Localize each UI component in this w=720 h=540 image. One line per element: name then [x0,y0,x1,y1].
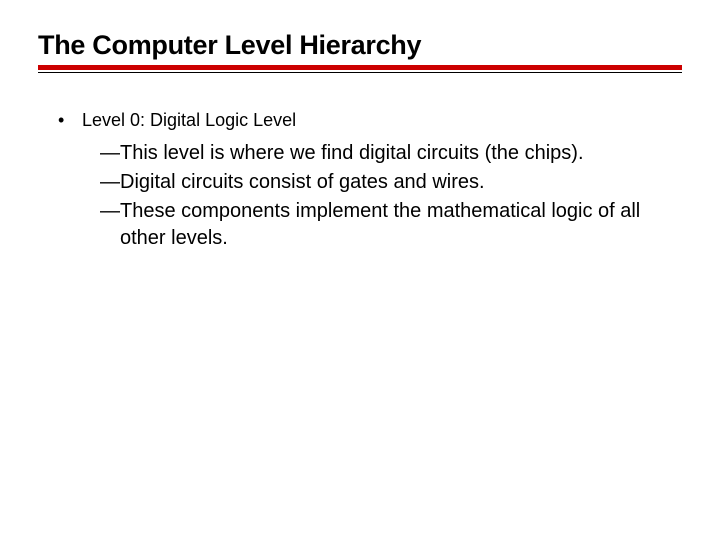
sub-text: Digital circuits consist of gates and wi… [120,169,485,196]
bullet-marker: • [58,109,82,132]
bullet-text: Level 0: Digital Logic Level [82,109,296,132]
slide-container: The Computer Level Hierarchy • Level 0: … [0,0,720,540]
dash-icon: — [100,169,120,196]
sub-item: — This level is where we find digital ci… [100,140,682,167]
bullet-item: • Level 0: Digital Logic Level [58,109,682,132]
sub-item: — Digital circuits consist of gates and … [100,169,682,196]
title-underline-red [38,65,682,70]
sub-text: These components implement the mathemati… [120,198,680,252]
sub-list: — This level is where we find digital ci… [58,140,682,252]
title-underline-thin [38,72,682,73]
sub-item: — These components implement the mathema… [100,198,682,252]
content-area: • Level 0: Digital Logic Level — This le… [38,109,682,252]
dash-icon: — [100,140,120,167]
dash-icon: — [100,198,120,225]
slide-title: The Computer Level Hierarchy [38,30,682,65]
sub-text: This level is where we find digital circ… [120,140,584,167]
